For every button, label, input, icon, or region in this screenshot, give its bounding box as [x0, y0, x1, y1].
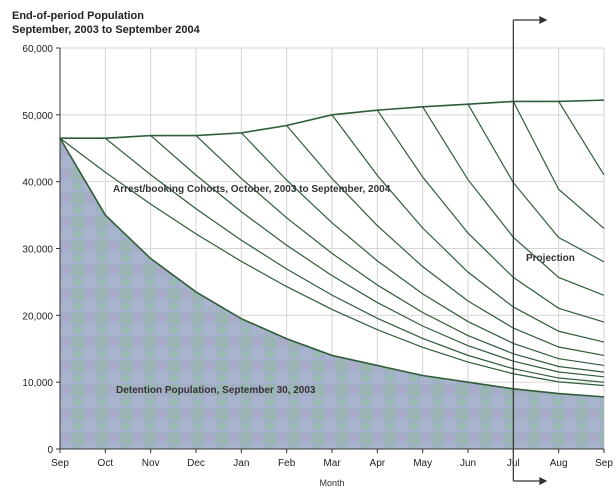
chart-title-line1: End-of-period Population: [12, 10, 144, 22]
annotation-projection: Projection: [526, 253, 575, 264]
x-tick-label: Jan: [233, 458, 249, 469]
cohort-line: [376, 109, 605, 323]
y-tick-label: 60,000: [22, 44, 53, 55]
y-tick-label: 20,000: [22, 311, 53, 322]
annotations: Arrest/booking Cohorts, October, 2003 to…: [113, 184, 575, 396]
x-tick-label: Dec: [187, 458, 205, 469]
y-tick-label: 10,000: [22, 378, 53, 389]
cohort-line: [331, 114, 605, 343]
cohort-line: [467, 103, 605, 263]
x-tick-label: Nov: [142, 458, 160, 469]
cohort-line: [240, 132, 605, 367]
cohort-line: [286, 125, 605, 357]
detention-fill: [60, 138, 604, 449]
x-tick-label: May: [413, 458, 432, 469]
x-tick-label: Sep: [595, 458, 613, 469]
annotation-detention: Detention Population, September 30, 2003: [116, 385, 316, 396]
x-axis-label: Month: [319, 478, 344, 488]
projection-arrowhead-bottom: [539, 477, 548, 485]
x-tick-label: Sep: [51, 458, 69, 469]
cohort-line: [512, 101, 605, 229]
axes: 0 10,000 20,000 30,000 40,000 50,000 60,000 Sep…: [22, 16, 613, 485]
projection-arrowhead-top: [539, 16, 548, 24]
x-tick-label: Aug: [550, 458, 568, 469]
x-tick-label: Apr: [370, 458, 386, 469]
cohort-line: [558, 101, 605, 176]
y-tick-label: 0: [47, 445, 53, 456]
annotation-cohorts: Arrest/booking Cohorts, October, 2003 to…: [113, 184, 391, 195]
x-tick-label: Mar: [323, 458, 341, 469]
detention-area: [60, 138, 604, 449]
x-tick-label: Oct: [98, 458, 114, 469]
chart-title-line2: September, 2003 to September 2004: [12, 24, 201, 36]
y-tick-label: 40,000: [22, 178, 53, 189]
cohort-line: [104, 137, 605, 383]
y-tick-label: 30,000: [22, 245, 53, 256]
x-tick-label: Jun: [460, 458, 476, 469]
y-tick-label: 50,000: [22, 111, 53, 122]
cohort-line: [150, 135, 605, 378]
cohort-line: [195, 135, 605, 373]
x-tick-label: Feb: [278, 458, 296, 469]
